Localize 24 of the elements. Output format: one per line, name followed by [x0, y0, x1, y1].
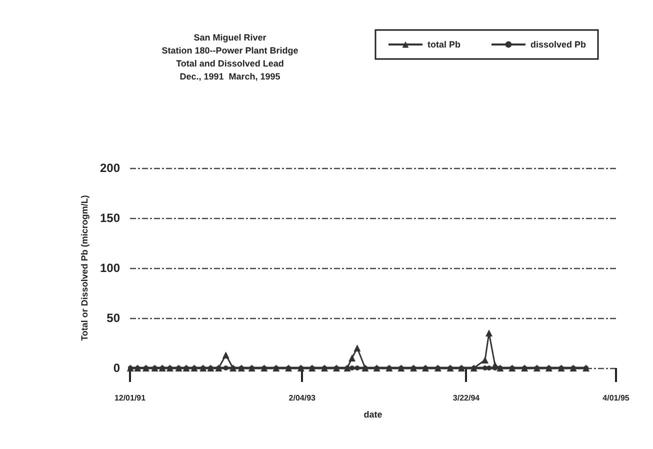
y-tick-label: 200 [100, 161, 120, 175]
chart-subtitle: Station 180--Power Plant Bridge Total and Dissolved Lead Dec., 1991 March, 1995 [162, 46, 298, 82]
x-tick-label: 3/22/94 [452, 394, 480, 402]
x-axis-title: date [364, 410, 382, 420]
y-axis-title: Total or Dissolved Pb (microgm/L) [80, 195, 90, 341]
x-tick-label: 2/04/93 [288, 394, 316, 402]
point [222, 352, 230, 358]
chart-title: San Miguel River [194, 32, 267, 42]
y-tick-label: 100 [100, 261, 120, 275]
point [354, 366, 360, 370]
point [348, 354, 356, 362]
x-tick-label: 4/01/95 [602, 394, 630, 402]
point [486, 330, 493, 336]
point [354, 344, 361, 352]
y-tick-label: 50 [106, 311, 120, 325]
y-tick-label: 150 [100, 211, 120, 225]
legend-label: total Pb [427, 40, 461, 50]
legend-label: dissolved Pb [530, 40, 586, 50]
point [350, 366, 355, 370]
point [486, 366, 492, 370]
point [482, 356, 489, 364]
x-tick-label: 12/01/91 [114, 394, 146, 402]
y-tick-label: 0 [113, 361, 120, 375]
point [223, 366, 228, 370]
